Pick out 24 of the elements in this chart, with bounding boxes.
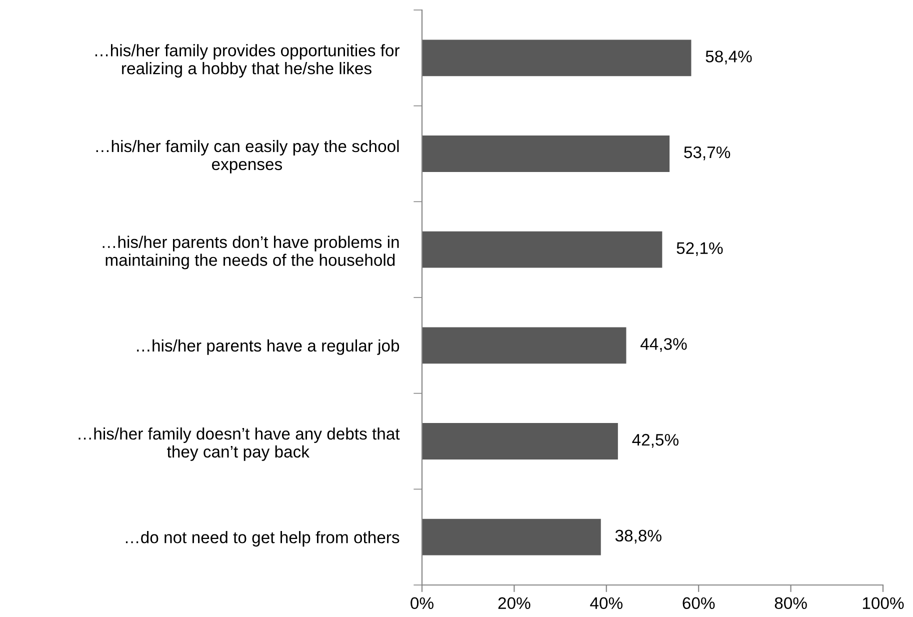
x-tick-label: 60% <box>682 597 715 610</box>
data-label: 53,7% <box>684 146 730 160</box>
bar <box>422 40 692 76</box>
data-label: 38,8% <box>615 530 662 544</box>
x-tick-label: 40% <box>590 597 622 610</box>
data-label: 44,3% <box>640 338 687 352</box>
bar <box>422 423 618 460</box>
bar <box>422 136 670 172</box>
x-tick-label: 80% <box>774 597 807 610</box>
y-tick-label: …his/her family provides opportunities for realizing a hobby that he/she likes <box>95 44 400 78</box>
bar <box>422 518 601 556</box>
y-tick-label: …his/her family can easily pay the school expenses <box>96 140 399 174</box>
y-tick-label: …his/her family doesn’t have any debts that they can’t pay back <box>78 427 400 461</box>
data-label: 58,4% <box>706 50 752 64</box>
y-tick-label: …do not need to get help from others <box>126 531 400 547</box>
x-tick-label: 100% <box>862 597 904 610</box>
y-tick-label: …his/her parents don’t have problems in maintaining the needs of the household <box>102 236 399 270</box>
bar <box>422 231 662 268</box>
data-label: 52,1% <box>676 242 723 256</box>
bar <box>422 327 626 364</box>
x-tick-label: 0% <box>410 597 434 610</box>
data-label: 42,5% <box>632 434 678 448</box>
x-tick-label: 20% <box>498 597 530 610</box>
y-tick-label: …his/her parents have a regular job <box>137 339 400 355</box>
